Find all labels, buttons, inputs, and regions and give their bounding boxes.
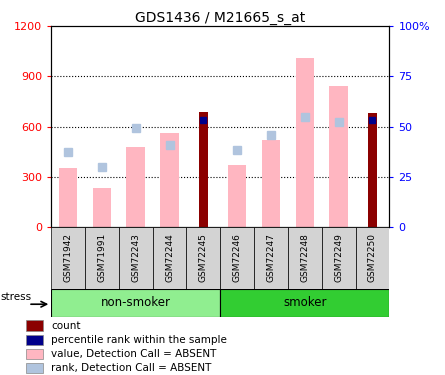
Text: GSM71942: GSM71942 <box>64 233 73 282</box>
Bar <box>356 227 389 289</box>
Bar <box>262 140 280 227</box>
Bar <box>322 227 356 289</box>
Text: GSM72244: GSM72244 <box>165 233 174 282</box>
Bar <box>26 320 43 331</box>
Bar <box>199 111 207 227</box>
Bar <box>85 227 119 289</box>
Bar <box>186 227 220 289</box>
Bar <box>26 334 43 345</box>
Text: value, Detection Call = ABSENT: value, Detection Call = ABSENT <box>51 349 216 359</box>
Bar <box>26 363 43 374</box>
Text: GSM71991: GSM71991 <box>97 233 106 282</box>
Bar <box>51 289 220 317</box>
Bar <box>228 165 247 227</box>
Bar <box>329 87 348 227</box>
Text: smoker: smoker <box>283 296 327 309</box>
Bar <box>26 349 43 359</box>
Text: GSM72248: GSM72248 <box>300 233 309 282</box>
Text: count: count <box>51 321 81 331</box>
Bar <box>59 168 77 227</box>
Bar <box>160 133 179 227</box>
Text: GSM72245: GSM72245 <box>199 233 208 282</box>
Bar <box>153 227 186 289</box>
Bar <box>51 227 85 289</box>
Text: GSM72249: GSM72249 <box>334 233 343 282</box>
Bar <box>126 147 145 227</box>
Text: stress: stress <box>0 292 31 302</box>
Text: GSM72247: GSM72247 <box>267 233 275 282</box>
Bar <box>119 227 153 289</box>
Text: GSM72250: GSM72250 <box>368 233 377 282</box>
Bar <box>254 227 288 289</box>
Bar <box>295 58 314 227</box>
Bar <box>93 188 111 227</box>
Bar <box>288 227 322 289</box>
Bar <box>220 227 254 289</box>
Text: GSM72243: GSM72243 <box>131 233 140 282</box>
Text: GSM72246: GSM72246 <box>233 233 242 282</box>
Text: percentile rank within the sample: percentile rank within the sample <box>51 335 227 345</box>
Text: non-smoker: non-smoker <box>101 296 171 309</box>
Bar <box>220 289 389 317</box>
Text: rank, Detection Call = ABSENT: rank, Detection Call = ABSENT <box>51 363 211 373</box>
Bar <box>368 113 376 227</box>
Title: GDS1436 / M21665_s_at: GDS1436 / M21665_s_at <box>135 11 305 25</box>
